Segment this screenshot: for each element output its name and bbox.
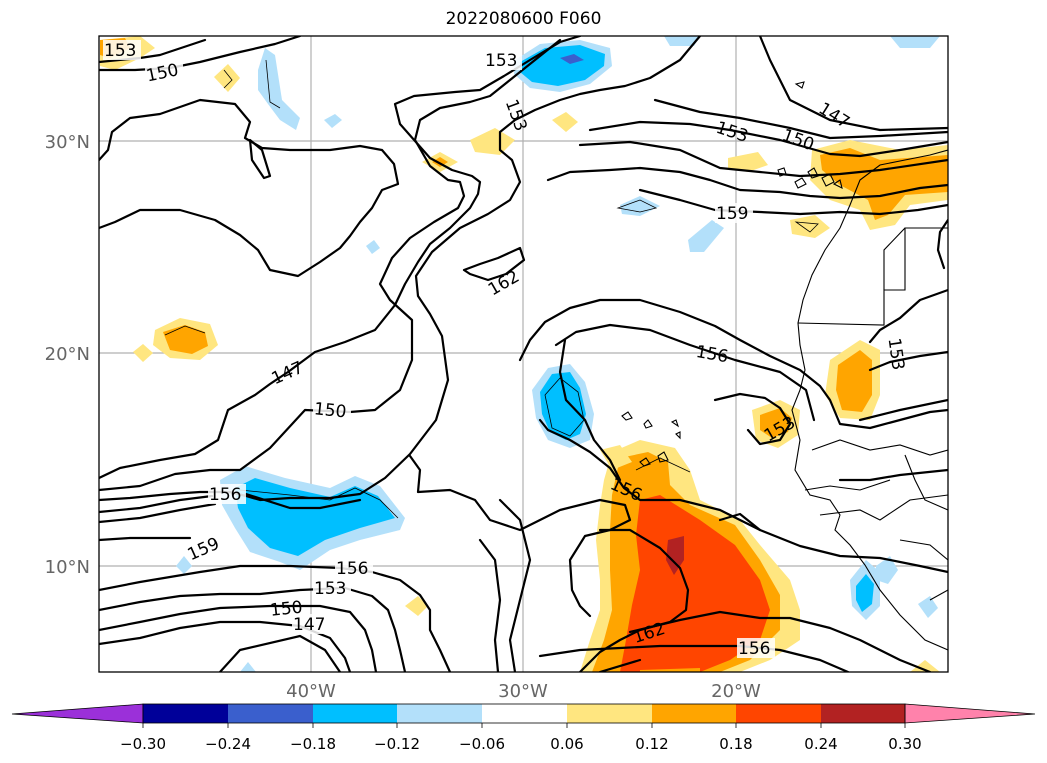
contour-label: 156 [209, 485, 241, 505]
colorbar-swatch [652, 704, 736, 723]
contour-label: 156 [336, 559, 368, 579]
contour-label: 150 [313, 399, 347, 422]
colorbar-label: −0.24 [205, 735, 251, 753]
contour-labels: 153 150 153 153 153 150 147 159 156 153 … [103, 40, 970, 659]
contour-label: 159 [716, 204, 748, 224]
colorbar-extend-low [11, 703, 144, 724]
contour-label: 153 [485, 51, 517, 71]
colorbar-swatch [736, 704, 821, 723]
contour-label: 153 [884, 337, 908, 372]
longitude-labels: 40°W 30°W 20°W [286, 681, 761, 702]
latitude-labels: 30°N 20°N 10°N [45, 132, 90, 578]
colorbar-label: 0.30 [888, 735, 921, 753]
colorbar-swatch [567, 704, 652, 723]
colorbar: −0.30 −0.24 −0.18 −0.12 −0.06 0.06 0.12 … [11, 703, 1036, 753]
lon-label-30w: 30°W [498, 681, 548, 702]
colorbar-extend-high [904, 703, 1036, 724]
colorbar-swatch [228, 704, 313, 723]
lat-label-10n: 10°N [45, 557, 90, 578]
contour-label: 156 [738, 639, 770, 659]
colorbar-label: 0.18 [719, 735, 752, 753]
lon-label-20w: 20°W [711, 681, 761, 702]
lon-label-40w: 40°W [286, 681, 336, 702]
contour-label: 156 [946, 234, 970, 269]
map-border [98, 35, 949, 673]
lat-label-20n: 20°N [45, 344, 90, 365]
contour-label: 147 [293, 615, 325, 635]
colorbar-label: 0.12 [635, 735, 668, 753]
map-title: 2022080600 F060 [445, 9, 602, 29]
colorbar-swatch [821, 704, 905, 723]
colorbar-swatch [143, 704, 228, 723]
colorbar-label: −0.06 [459, 735, 505, 753]
lat-label-30n: 30°N [45, 132, 90, 153]
colorbar-swatch [397, 704, 482, 723]
positive-shading [100, 36, 948, 672]
colorbar-label: −0.12 [374, 735, 420, 753]
colorbar-label: 0.06 [550, 735, 583, 753]
colorbar-swatch [313, 704, 397, 723]
colorbar-label: −0.30 [120, 735, 166, 753]
height-contours [99, 36, 948, 672]
colorbar-label: 0.24 [804, 735, 837, 753]
contour-label: 153 [104, 41, 136, 61]
colorbar-swatch [482, 704, 567, 723]
contour-label: 153 [314, 579, 346, 599]
colorbar-label: −0.18 [290, 735, 336, 753]
